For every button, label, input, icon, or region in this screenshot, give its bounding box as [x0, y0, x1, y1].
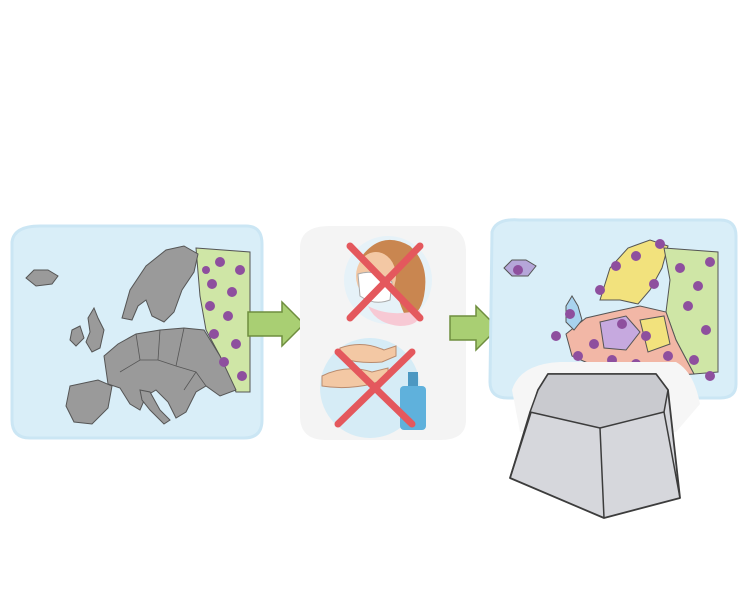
italy-shape [139, 389, 171, 425]
keycap-edge [509, 411, 681, 519]
virus-cluster-after [513, 239, 715, 381]
east-central-region [639, 315, 671, 353]
britain-shape [85, 306, 105, 353]
arrow-right-icon [247, 300, 306, 348]
cross-icon [346, 242, 424, 322]
cross-icon [334, 348, 416, 428]
europe-before-panel [10, 224, 264, 440]
central-region [599, 315, 641, 351]
keycap-top [529, 373, 669, 429]
keycap-icon [509, 362, 700, 519]
scandinavia-shape [121, 245, 199, 323]
virus-cluster-before [202, 257, 247, 381]
europe-after-panel [488, 218, 738, 400]
country-borders [119, 327, 207, 391]
mainland-shape [103, 327, 237, 419]
iceland-shape [25, 269, 59, 287]
prevention-panel [300, 226, 466, 440]
ireland-shape [69, 325, 85, 347]
arrow-right-icon [449, 304, 500, 352]
iberia-shape [65, 379, 113, 425]
